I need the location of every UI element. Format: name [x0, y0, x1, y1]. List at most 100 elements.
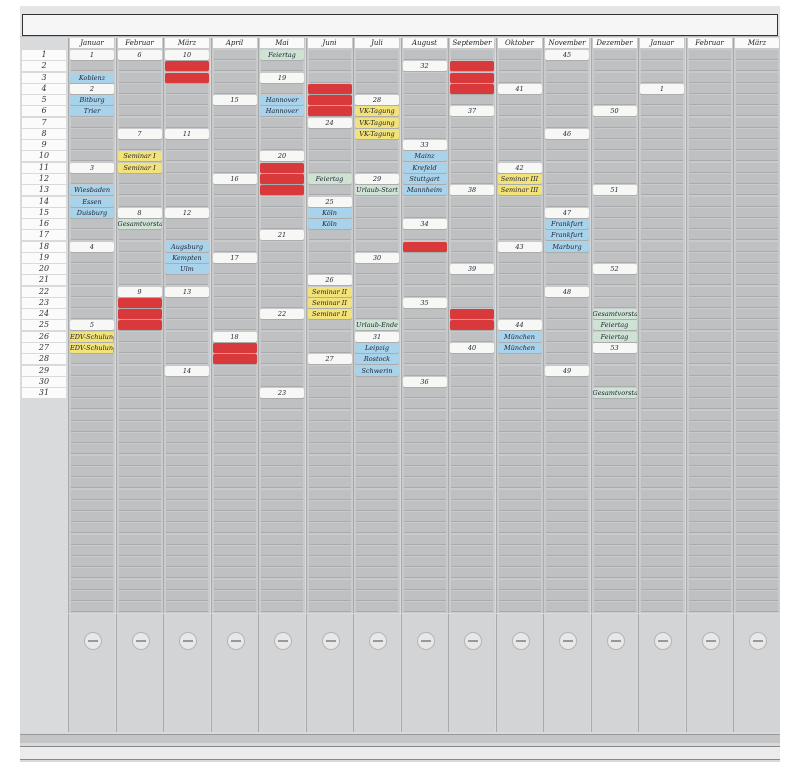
- card-slot[interactable]: [688, 275, 731, 286]
- t-card-white[interactable]: 21: [260, 230, 304, 241]
- t-card-white[interactable]: 36: [402, 376, 447, 387]
- card-slot[interactable]: [71, 455, 113, 466]
- card-slot[interactable]: [641, 128, 683, 139]
- t-card-blue[interactable]: Duisburg: [70, 207, 114, 218]
- card-slot[interactable]: [356, 545, 398, 556]
- card-slot[interactable]: [308, 343, 351, 354]
- card-slot[interactable]: [403, 568, 446, 579]
- t-card-green[interactable]: Gesamtvorstand: [592, 309, 637, 320]
- t-card-red[interactable]: [260, 185, 304, 196]
- card-slot[interactable]: [498, 196, 541, 207]
- t-card-green[interactable]: Urlaub-Start: [355, 185, 399, 196]
- card-slot[interactable]: [166, 523, 208, 534]
- card-slot[interactable]: [498, 523, 541, 534]
- card-slot[interactable]: [546, 320, 588, 331]
- card-slot[interactable]: [213, 489, 256, 500]
- card-slot[interactable]: [546, 433, 588, 444]
- card-slot[interactable]: [688, 320, 731, 331]
- card-slot[interactable]: [356, 275, 398, 286]
- card-slot[interactable]: [118, 230, 161, 241]
- card-slot[interactable]: [403, 196, 446, 207]
- card-slot[interactable]: [261, 286, 303, 297]
- card-slot[interactable]: [261, 331, 303, 342]
- card-slot[interactable]: [641, 512, 683, 523]
- card-slot[interactable]: [736, 523, 778, 534]
- card-slot[interactable]: [688, 286, 731, 297]
- t-card-red[interactable]: [117, 297, 162, 308]
- t-card-blue[interactable]: Köln: [307, 207, 352, 218]
- t-card-white[interactable]: 3: [70, 162, 114, 173]
- card-slot[interactable]: [736, 376, 778, 387]
- t-card-red[interactable]: [450, 320, 494, 331]
- card-slot[interactable]: [736, 252, 778, 263]
- card-slot[interactable]: [498, 264, 541, 275]
- card-slot[interactable]: [308, 72, 351, 83]
- card-slot[interactable]: [166, 140, 208, 151]
- card-slot[interactable]: [641, 568, 683, 579]
- card-slot[interactable]: [688, 343, 731, 354]
- card-slot[interactable]: [593, 151, 636, 162]
- card-slot[interactable]: [213, 534, 256, 545]
- card-slot[interactable]: [71, 297, 113, 308]
- card-slot[interactable]: [451, 602, 493, 613]
- card-slot[interactable]: [641, 309, 683, 320]
- card-slot[interactable]: [118, 252, 161, 263]
- t-card-white[interactable]: 40: [450, 343, 494, 354]
- card-slot[interactable]: [736, 50, 778, 60]
- card-slot[interactable]: [451, 568, 493, 579]
- card-slot[interactable]: [736, 557, 778, 568]
- card-slot[interactable]: [71, 534, 113, 545]
- card-slot[interactable]: [593, 365, 636, 376]
- card-slot[interactable]: [641, 286, 683, 297]
- card-slot[interactable]: [736, 83, 778, 94]
- card-slot[interactable]: [213, 241, 256, 252]
- card-slot[interactable]: [451, 579, 493, 590]
- card-slot[interactable]: [736, 590, 778, 601]
- t-card-blue[interactable]: Bitburg: [70, 95, 114, 106]
- card-slot[interactable]: [688, 140, 731, 151]
- card-slot[interactable]: [688, 399, 731, 410]
- t-card-yellow[interactable]: Seminar II: [307, 286, 352, 297]
- card-slot[interactable]: [688, 309, 731, 320]
- card-slot[interactable]: [498, 128, 541, 139]
- card-slot[interactable]: [498, 534, 541, 545]
- card-slot[interactable]: [308, 534, 351, 545]
- card-slot[interactable]: [736, 365, 778, 376]
- card-slot[interactable]: [213, 376, 256, 387]
- column-knob-icon[interactable]: [606, 632, 625, 650]
- card-slot[interactable]: [688, 173, 731, 184]
- card-slot[interactable]: [451, 241, 493, 252]
- card-slot[interactable]: [403, 72, 446, 83]
- card-slot[interactable]: [736, 140, 778, 151]
- card-slot[interactable]: [71, 399, 113, 410]
- t-card-blue[interactable]: Trier: [70, 106, 114, 117]
- card-slot[interactable]: [641, 241, 683, 252]
- card-slot[interactable]: [261, 557, 303, 568]
- card-slot[interactable]: [213, 286, 256, 297]
- t-card-red[interactable]: [165, 61, 209, 72]
- column-knob-icon[interactable]: [84, 632, 102, 650]
- t-card-blue[interactable]: Hannover: [260, 95, 304, 106]
- card-slot[interactable]: [261, 320, 303, 331]
- card-slot[interactable]: [71, 590, 113, 601]
- t-card-white[interactable]: 20: [260, 151, 304, 162]
- card-slot[interactable]: [688, 230, 731, 241]
- card-slot[interactable]: [261, 83, 303, 94]
- card-slot[interactable]: [546, 444, 588, 455]
- card-slot[interactable]: [688, 376, 731, 387]
- card-slot[interactable]: [261, 534, 303, 545]
- card-slot[interactable]: [546, 602, 588, 613]
- card-slot[interactable]: [688, 106, 731, 117]
- card-slot[interactable]: [546, 196, 588, 207]
- card-slot[interactable]: [71, 173, 113, 184]
- card-slot[interactable]: [546, 343, 588, 354]
- card-slot[interactable]: [166, 410, 208, 421]
- card-slot[interactable]: [641, 185, 683, 196]
- card-slot[interactable]: [736, 354, 778, 365]
- card-slot[interactable]: [166, 83, 208, 94]
- card-slot[interactable]: [403, 478, 446, 489]
- card-slot[interactable]: [213, 219, 256, 230]
- card-slot[interactable]: [688, 590, 731, 601]
- card-slot[interactable]: [546, 410, 588, 421]
- card-slot[interactable]: [118, 117, 161, 128]
